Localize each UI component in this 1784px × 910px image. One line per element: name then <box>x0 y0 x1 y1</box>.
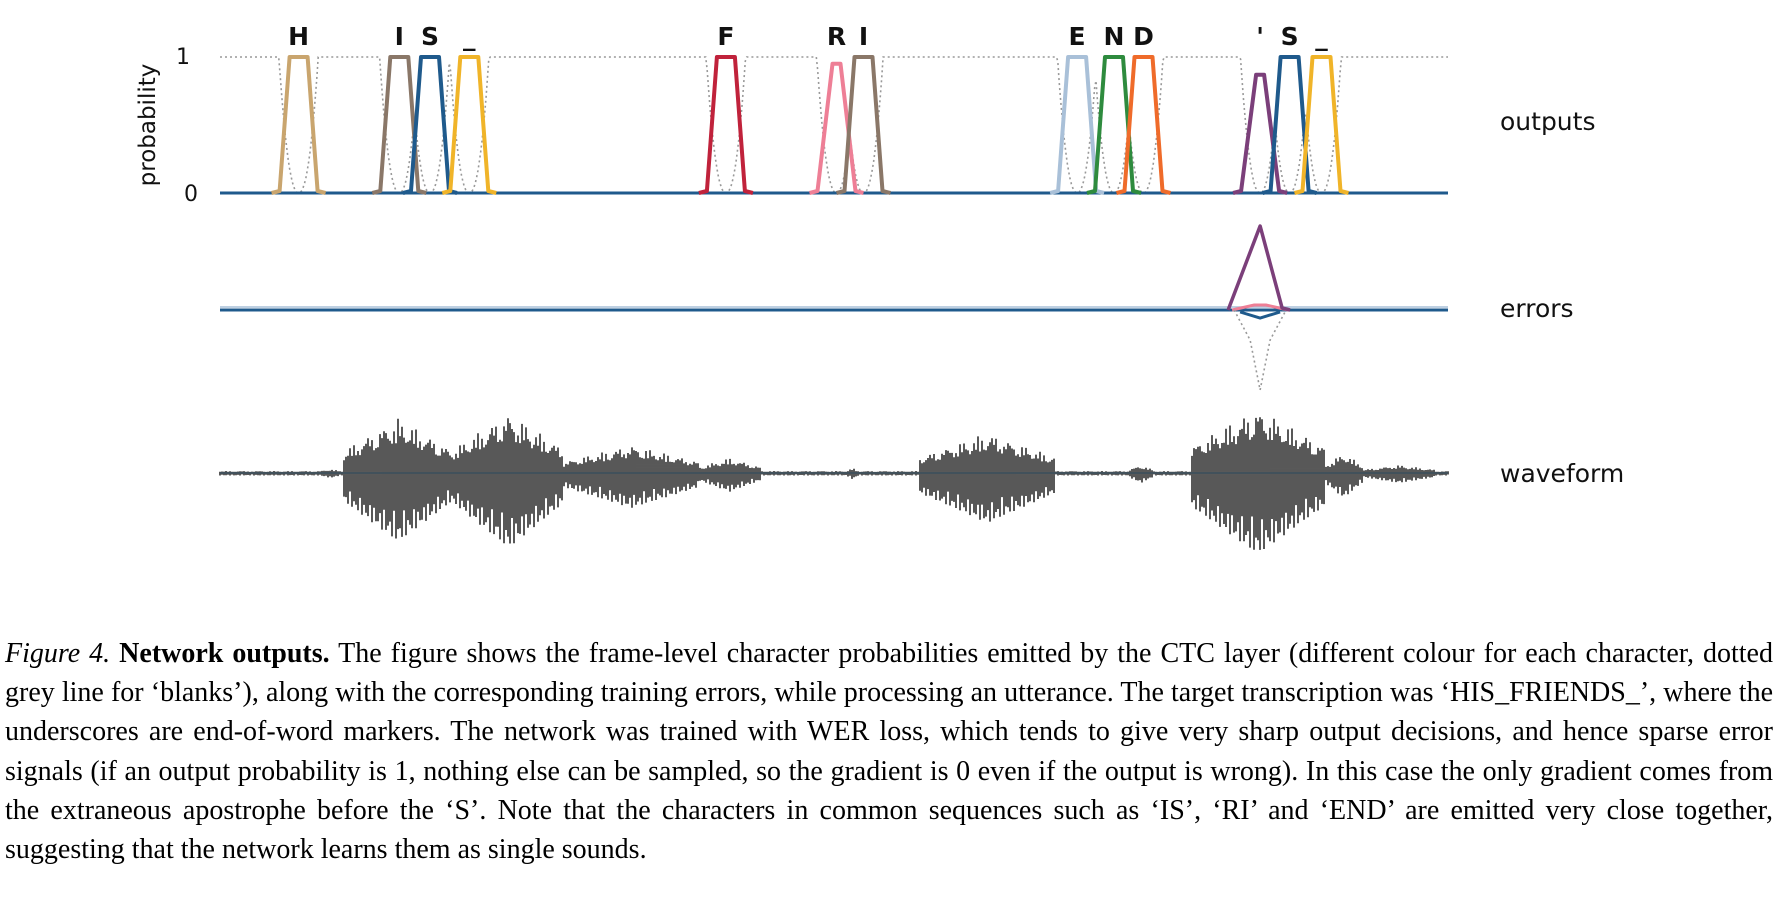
error-apostrophe-spike <box>1226 224 1291 312</box>
char-label-5: R <box>827 22 846 51</box>
caption-body: The figure shows the frame-level charact… <box>5 638 1773 866</box>
errors-panel <box>220 224 1448 391</box>
char-spike-4 <box>698 55 754 195</box>
error-s-dip <box>1239 310 1281 320</box>
char-spike-8 <box>1086 55 1142 195</box>
waveform-panel <box>219 417 1449 550</box>
network-outputs-figure: H I S _ F R I E N D ' S _ probability 1 0 outputs er… <box>135 22 1624 550</box>
error-blank-dip <box>1233 309 1287 391</box>
row-label-outputs: outputs <box>1500 107 1595 136</box>
char-label-11: S <box>1281 22 1299 51</box>
outputs-panel: H I S _ F R I E N D ' S _ <box>220 22 1448 195</box>
char-label-4: F <box>717 22 734 51</box>
char-spike-5 <box>809 61 864 195</box>
caption-figure-label: Figure 4. <box>5 638 111 669</box>
char-spike-9 <box>1116 55 1171 195</box>
char-label-3: _ <box>463 22 476 51</box>
char-spike-0 <box>271 55 327 195</box>
char-label-7: E <box>1069 22 1086 51</box>
char-spike-10 <box>1232 72 1288 195</box>
char-spike-12 <box>1294 55 1349 195</box>
y-tick-0: 0 <box>184 182 198 207</box>
char-spike-1 <box>371 55 427 195</box>
figure-caption: Figure 4. Network outputs. The figure sh… <box>5 634 1773 869</box>
row-label-errors: errors <box>1500 294 1574 323</box>
y-tick-1: 1 <box>176 45 190 70</box>
char-label-6: I <box>859 22 868 51</box>
error-r-bump <box>1231 303 1289 312</box>
char-label-2: S <box>421 22 439 51</box>
char-label-9: D <box>1133 22 1154 51</box>
y-axis-label: probability <box>135 64 161 187</box>
row-label-waveform: waveform <box>1500 459 1624 488</box>
char-label-0: H <box>288 22 309 51</box>
char-label-10: ' <box>1256 22 1264 51</box>
char-label-8: N <box>1104 22 1125 51</box>
caption-title: Network outputs. <box>119 638 330 669</box>
char-spike-11 <box>1262 55 1318 195</box>
char-spike-6 <box>836 55 891 195</box>
char-spike-3 <box>441 55 497 195</box>
char-spike-7 <box>1049 55 1105 195</box>
char-label-12: _ <box>1315 22 1328 51</box>
char-label-1: I <box>395 22 404 51</box>
waveform-trace <box>219 417 1449 550</box>
